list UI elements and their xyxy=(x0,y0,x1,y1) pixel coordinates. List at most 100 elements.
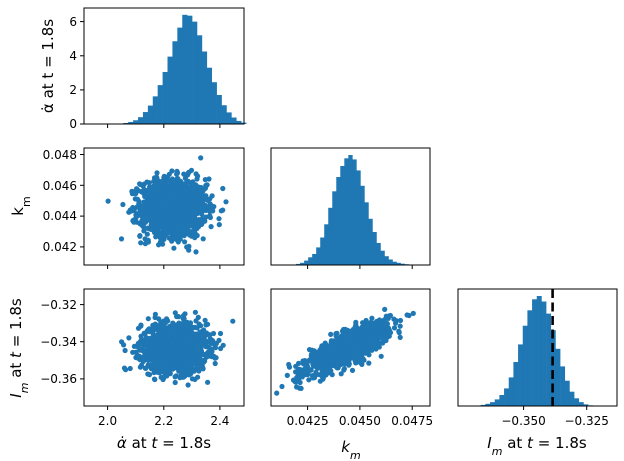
scatter-point xyxy=(348,339,354,345)
y-axis-alpha-dot-hist: 0 2 4 6 xyxy=(69,15,84,131)
scatter-point xyxy=(200,236,206,242)
scatter-point xyxy=(410,310,416,316)
histogram-bar xyxy=(560,366,566,406)
x-tick-label: 2.0 xyxy=(98,414,117,428)
scatter-point xyxy=(153,211,159,217)
scatter-point xyxy=(342,342,348,348)
scatter-point xyxy=(139,337,145,343)
scatter-point xyxy=(196,321,202,327)
scatter-point xyxy=(138,212,144,218)
scatter-point xyxy=(352,324,358,330)
scatter-point xyxy=(207,214,213,221)
scatter-point xyxy=(347,353,353,359)
scatter-point xyxy=(158,357,164,363)
scatter-point xyxy=(197,221,203,227)
scatter-point xyxy=(181,186,187,192)
x-ticks xyxy=(107,265,221,269)
scatter-point xyxy=(397,317,404,324)
scatter-point xyxy=(197,333,203,339)
panel-alpha-dot-vs-km: 0.048 0.046 0.044 0.042 km xyxy=(9,147,245,269)
scatter-point xyxy=(200,201,206,207)
panel-km-vs-im: 0.0425 0.0450 0.0475 km xyxy=(270,288,433,461)
scatter-point xyxy=(171,344,178,350)
histogram-bar xyxy=(147,105,154,124)
scatter-point xyxy=(184,244,190,250)
scatter-point xyxy=(284,372,290,378)
scatter-point xyxy=(120,201,126,208)
scatter-point xyxy=(179,342,186,348)
scatter-point xyxy=(193,249,199,255)
scatter-point xyxy=(163,220,169,227)
scatter-point xyxy=(127,365,133,372)
scatter-point xyxy=(194,176,200,182)
scatter-point xyxy=(145,237,151,243)
scatter-point xyxy=(397,334,403,340)
scatter-point xyxy=(138,240,144,246)
x-axis-km: 0.0425 0.0450 0.0475 xyxy=(287,406,433,428)
scatter-point xyxy=(203,193,209,199)
scatter-point xyxy=(152,311,158,317)
scatter-point xyxy=(189,376,195,382)
scatter-point xyxy=(137,233,143,239)
scatter-point xyxy=(305,369,311,375)
y-axis-label-im: Im at t = 1.8s xyxy=(7,298,31,398)
histogram-bar xyxy=(364,202,369,265)
scatter-point xyxy=(146,188,152,195)
scatter-point xyxy=(202,185,208,191)
scatter-point xyxy=(223,199,229,205)
histogram-bar xyxy=(569,391,575,406)
scatter-point xyxy=(171,363,177,370)
scatter-point xyxy=(171,245,177,251)
scatter-point xyxy=(180,370,186,377)
scatter-point xyxy=(161,173,167,179)
histogram-bar xyxy=(400,263,405,265)
scatter-point xyxy=(151,376,158,382)
histogram-bar xyxy=(352,159,357,265)
x-tick-label: 0.0450 xyxy=(339,414,381,428)
histogram-bar xyxy=(211,82,217,124)
histogram-bar xyxy=(308,257,313,265)
scatter-point xyxy=(170,339,176,345)
scatter-point xyxy=(137,364,143,370)
scatter-point xyxy=(193,191,199,197)
histogram-bar xyxy=(578,402,584,406)
histogram-bar xyxy=(332,191,337,265)
scatter-point xyxy=(353,351,359,358)
scatter-point xyxy=(169,330,175,336)
histogram-bar xyxy=(494,399,500,406)
scatter-point xyxy=(338,349,344,355)
scatter-point xyxy=(146,372,153,378)
scatter-point xyxy=(382,306,388,312)
histogram-bar xyxy=(490,402,496,406)
scatter-point xyxy=(146,336,152,342)
scatter-point xyxy=(172,374,178,380)
scatter-point xyxy=(334,340,340,346)
y-tick-label: 4 xyxy=(69,49,77,63)
histogram-bar xyxy=(162,71,168,124)
scatter-point xyxy=(164,214,170,220)
scatter-point xyxy=(342,356,348,362)
scatter-point xyxy=(148,204,154,210)
scatter-point xyxy=(334,330,340,336)
scatter-point xyxy=(216,222,222,228)
histogram-bar xyxy=(177,27,183,124)
scatter-point xyxy=(384,320,390,326)
scatter-point xyxy=(194,232,200,239)
x-axis-label-alpha-dot: α̇ at t = 1.8s xyxy=(117,434,211,452)
scatter-point xyxy=(317,361,323,367)
scatter-point xyxy=(166,333,172,340)
histogram-bar xyxy=(574,398,580,406)
scatter-point xyxy=(366,360,372,366)
scatter-point xyxy=(207,196,213,202)
histogram-bar xyxy=(133,120,139,124)
scatter-point xyxy=(385,325,392,331)
scatter-point xyxy=(210,338,216,344)
scatter-point xyxy=(172,183,178,189)
scatter-point xyxy=(137,341,143,347)
histogram-bar xyxy=(206,67,213,124)
scatter-point xyxy=(142,330,148,336)
scatter-point xyxy=(383,313,389,319)
histogram-bar xyxy=(392,261,397,265)
scatter-point xyxy=(208,224,214,230)
scatter-point xyxy=(360,355,366,362)
